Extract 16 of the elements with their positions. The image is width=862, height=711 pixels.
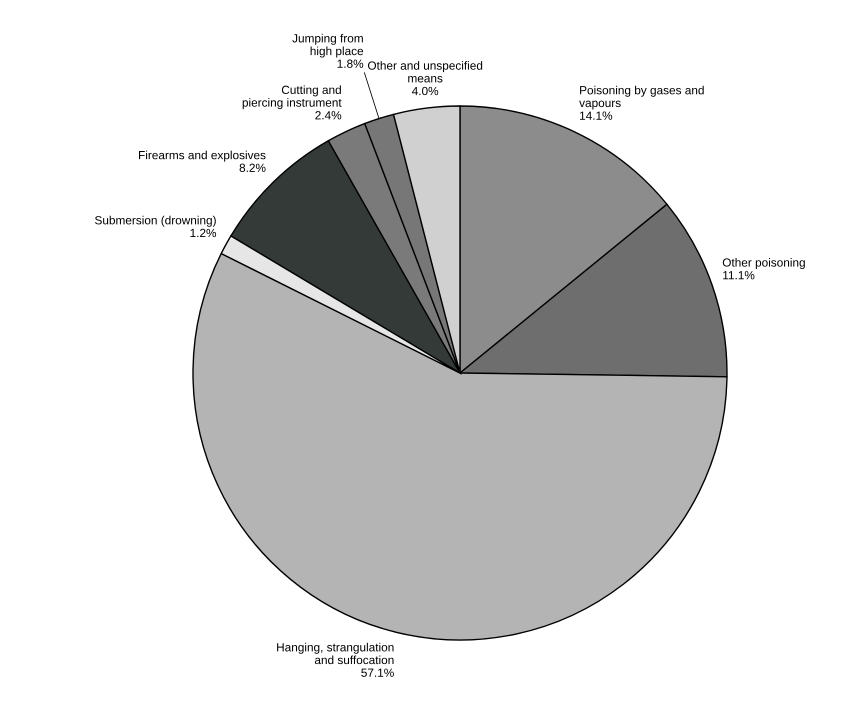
slice-label: Other and unspecified means [368,61,482,82]
slice-label: Submersion (drowning) [95,216,216,227]
slice-label: Poisoning by gases and vapours [579,86,704,110]
slice-label: Hanging, strangulation and suffocation [277,642,394,664]
data-label: 14.1% [580,112,612,120]
data-label: 57.1% [361,668,394,677]
data-label: 1.2% [190,228,216,238]
data-label: 2.4% [315,111,342,120]
data-label: 11.1% [723,271,754,280]
slice-label: Cutting and piercing instrument [242,85,342,110]
data-label: 1.8% [338,60,364,68]
slice-label: Jumping from high place [292,34,364,58]
data-label: 4.0% [412,86,438,96]
slice-label: Other poisoning [722,258,805,270]
slice-label: Firearms and explosives [139,150,266,162]
data-label: 8.2% [240,164,266,172]
